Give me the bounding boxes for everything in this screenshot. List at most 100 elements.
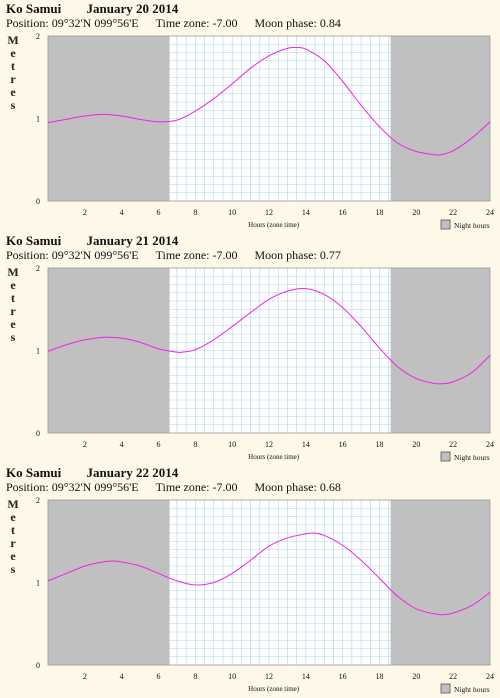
x-tick-label: 14 <box>302 208 310 217</box>
x-tick-label: 16 <box>339 672 347 681</box>
tide-curve <box>47 46 491 156</box>
svg-text:M: M <box>7 265 18 279</box>
x-tick-label: 18 <box>376 440 384 449</box>
x-tick-label: 16 <box>339 208 347 217</box>
svg-text:M: M <box>7 497 18 511</box>
svg-text:s: s <box>11 330 16 344</box>
x-tick-label: 12 <box>265 208 273 217</box>
panel-info: Position: 09°32'N 099°56'E Time zone: -7… <box>6 480 341 495</box>
x-tick-label: 24 <box>486 440 494 449</box>
x-axis-label: Hours (zone time) <box>248 453 300 461</box>
legend-label: Night hours <box>454 221 490 230</box>
timezone-value: -7.00 <box>212 16 238 30</box>
legend-label: Night hours <box>454 453 490 462</box>
legend-swatch <box>440 451 451 462</box>
legend: Night hours <box>440 683 490 694</box>
moon-phase-label: Moon phase: <box>254 480 317 494</box>
x-tick-label: 24 <box>486 672 494 681</box>
timezone-value: -7.00 <box>212 480 238 494</box>
position-value: 09°32'N 099°56'E <box>51 480 139 494</box>
x-tick-label: 20 <box>412 672 420 681</box>
night-band <box>390 268 490 433</box>
x-tick-label: 20 <box>412 440 420 449</box>
x-tick-label: 10 <box>228 672 236 681</box>
x-tick-label: 22 <box>449 208 457 217</box>
timezone-label: Time zone: <box>155 480 210 494</box>
svg-text:s: s <box>11 562 16 576</box>
position-value: 09°32'N 099°56'E <box>51 16 139 30</box>
position-value: 09°32'N 099°56'E <box>51 248 139 262</box>
y-tick-label: 2 <box>36 32 40 41</box>
x-tick-label: 6 <box>157 440 161 449</box>
x-tick-label: 4 <box>120 672 124 681</box>
svg-text:e: e <box>10 510 16 524</box>
location-name: Ko Samui <box>6 233 62 248</box>
timezone-label: Time zone: <box>155 16 210 30</box>
night-band <box>390 500 490 665</box>
x-tick-label: 2 <box>83 208 87 217</box>
location-name: Ko Samui <box>6 1 62 16</box>
y-tick-label: 1 <box>36 115 40 124</box>
position-label: Position: <box>6 16 49 30</box>
moon-phase-value: 0.84 <box>319 16 341 30</box>
x-tick-label: 4 <box>120 440 124 449</box>
moon-phase-value: 0.77 <box>319 248 341 262</box>
night-band <box>48 500 170 665</box>
x-tick-label: 6 <box>157 672 161 681</box>
x-tick-label: 16 <box>339 440 347 449</box>
position-label: Position: <box>6 480 49 494</box>
timezone-label: Time zone: <box>155 248 210 262</box>
x-tick-label: 18 <box>376 672 384 681</box>
x-tick-label: 20 <box>412 208 420 217</box>
tide-curve <box>47 532 491 616</box>
panel-title: Ko Samui January 21 2014 <box>6 233 178 249</box>
svg-text:r: r <box>10 304 16 318</box>
moon-phase-label: Moon phase: <box>254 16 317 30</box>
svg-text:t: t <box>11 523 15 537</box>
x-tick-label: 10 <box>228 208 236 217</box>
tide-panel: Ko Samui January 20 2014 Position: 09°32… <box>0 0 500 232</box>
x-tick-label: 6 <box>157 208 161 217</box>
plot-frame <box>47 267 491 434</box>
svg-text:r: r <box>10 72 16 86</box>
y-tick-label: 0 <box>36 197 40 206</box>
svg-text:e: e <box>10 278 16 292</box>
panel-info: Position: 09°32'N 099°56'E Time zone: -7… <box>6 248 341 263</box>
panel-date: January 20 2014 <box>86 1 179 16</box>
y-tick-label: 0 <box>36 429 40 438</box>
legend-swatch <box>440 683 451 694</box>
x-tick-label: 22 <box>449 672 457 681</box>
legend-label: Night hours <box>454 685 490 694</box>
x-tick-label: 8 <box>193 208 197 217</box>
x-tick-label: 12 <box>265 672 273 681</box>
panel-date: January 22 2014 <box>86 465 179 480</box>
x-tick-label: 2 <box>83 440 87 449</box>
svg-text:e: e <box>10 85 16 99</box>
plot-frame <box>47 499 491 666</box>
x-tick-label: 14 <box>302 440 310 449</box>
svg-text:s: s <box>11 98 16 112</box>
panel-title: Ko Samui January 20 2014 <box>6 1 178 17</box>
x-tick-label: 14 <box>302 672 310 681</box>
panel-date: January 21 2014 <box>86 233 179 248</box>
x-tick-label: 12 <box>265 440 273 449</box>
x-axis-label: Hours (zone time) <box>248 221 300 229</box>
x-tick-label: 10 <box>228 440 236 449</box>
x-tick-label: 18 <box>376 208 384 217</box>
x-tick-label: 8 <box>193 440 197 449</box>
tide-panel: Ko Samui January 22 2014 Position: 09°32… <box>0 464 500 696</box>
y-tick-label: 2 <box>36 496 40 505</box>
tide-panel: Ko Samui January 21 2014 Position: 09°32… <box>0 232 500 464</box>
panel-title: Ko Samui January 22 2014 <box>6 465 178 481</box>
night-band <box>48 36 170 201</box>
legend: Night hours <box>440 451 490 462</box>
y-tick-label: 0 <box>36 661 40 670</box>
tide-curve <box>47 288 491 385</box>
location-name: Ko Samui <box>6 465 62 480</box>
y-tick-label: 1 <box>36 347 40 356</box>
